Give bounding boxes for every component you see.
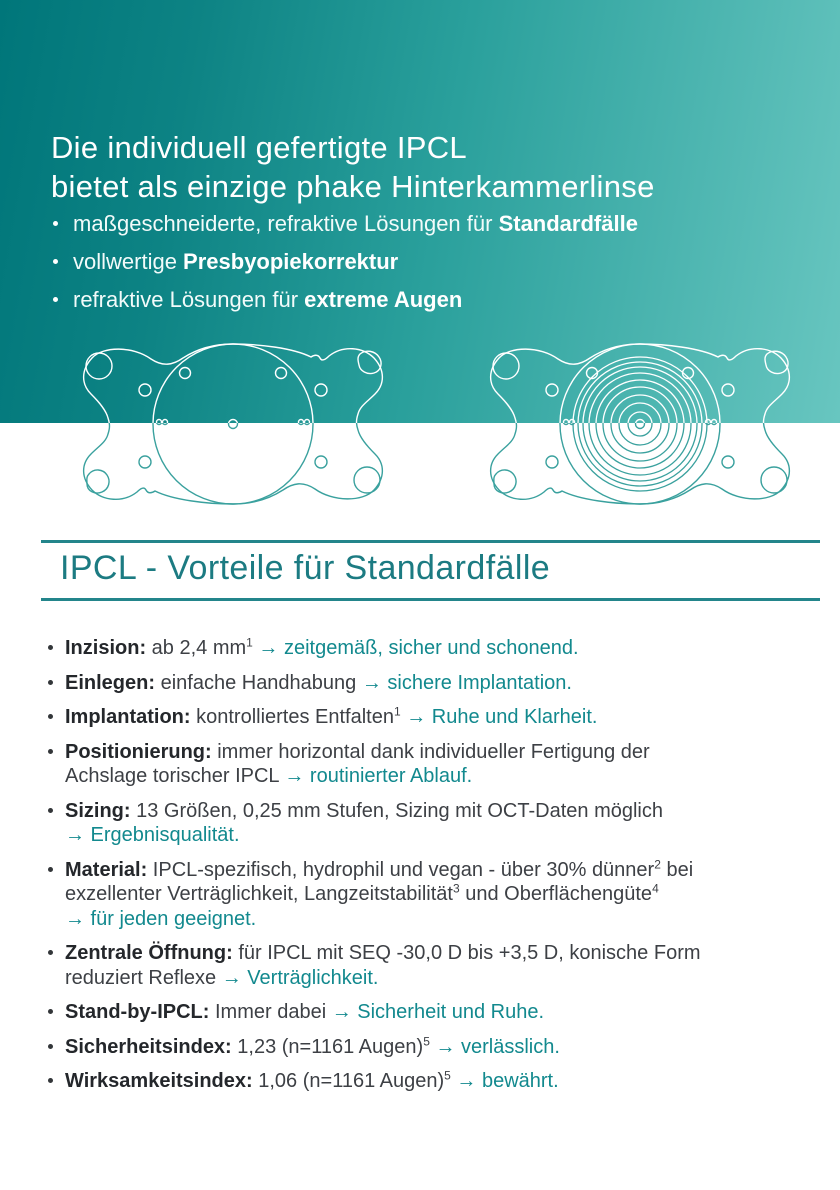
advantage-item-inzision: Inzision: ab 2,4 mm1 → zeitgemäß, sicher… bbox=[47, 636, 822, 661]
banner-bullet-item: maßgeschneiderte, refraktive Lösungen fü… bbox=[51, 212, 638, 236]
banner-bullet-item: vollwertige Presbyopiekorrektur bbox=[51, 250, 638, 274]
banner-bullet-item: refraktive Lösungen für extreme Augen bbox=[51, 288, 638, 312]
advantage-item-einlegen: Einlegen: einfache Handhabung → sichere … bbox=[47, 671, 822, 696]
advantage-item-positionierung: Positionierung: immer horizontal dank in… bbox=[47, 740, 822, 789]
advantage-item-sicherheitsindex: Sicherheitsindex: 1,23 (n=1161 Augen)5 →… bbox=[47, 1035, 822, 1060]
advantage-item-material: Material: IPCL-spezifisch, hydrophil und… bbox=[47, 858, 822, 932]
advantage-item-zentrale-oeffnung: Zentrale Öffnung: für IPCL mit SEQ -30,0… bbox=[47, 941, 822, 990]
banner-title-line1: Die individuell gefertigte IPCL bbox=[51, 130, 467, 165]
divider-line bbox=[41, 540, 820, 543]
section-title: IPCL - Vorteile für Standardfälle bbox=[60, 549, 551, 587]
advantages-list: Inzision: ab 2,4 mm1 → zeitgemäß, sicher… bbox=[47, 636, 822, 1104]
standard-lens-illustration bbox=[75, 340, 391, 508]
presbyopic-lens-illustration bbox=[482, 340, 798, 508]
advantage-item-implantation: Implantation: kontrolliertes Entfalten1 … bbox=[47, 705, 822, 730]
divider-line bbox=[41, 598, 820, 601]
banner-bullet-list: maßgeschneiderte, refraktive Lösungen fü… bbox=[51, 212, 638, 326]
advantage-item-wirksamkeitsindex: Wirksamkeitsindex: 1,06 (n=1161 Augen)5 … bbox=[47, 1069, 822, 1094]
banner-title: Die individuell gefertigte IPCL bietet a… bbox=[51, 128, 655, 206]
advantage-item-sizing: Sizing: 13 Größen, 0,25 mm Stufen, Sizin… bbox=[47, 799, 822, 848]
advantage-item-stand-by-ipcl: Stand-by-IPCL: Immer dabei → Sicherheit … bbox=[47, 1000, 822, 1025]
banner-title-line2: bietet als einzige phake Hinterkammerlin… bbox=[51, 169, 655, 204]
